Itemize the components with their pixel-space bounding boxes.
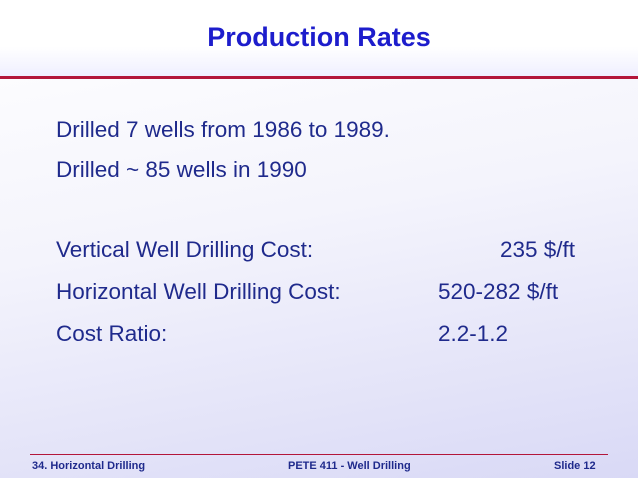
cost-ratio-label: Cost Ratio: <box>56 321 168 346</box>
slide-title: Production Rates <box>207 22 431 52</box>
title-band <box>0 0 638 78</box>
footer-divider <box>30 454 608 455</box>
body-line-wells-1986-1989: Drilled 7 wells from 1986 to 1989. <box>56 117 390 142</box>
footer-course-name: PETE 411 - Well Drilling <box>288 460 411 472</box>
horizontal-cost-value: 520-282 $/ft <box>438 279 559 304</box>
footer-course-topic: 34. Horizontal Drilling <box>32 460 146 472</box>
vertical-cost-value: 235 $/ft <box>500 237 576 262</box>
footer-slide-number: Slide 12 <box>554 460 596 472</box>
title-divider <box>0 76 638 79</box>
horizontal-cost-label: Horizontal Well Drilling Cost: <box>56 279 341 304</box>
cost-ratio-value: 2.2-1.2 <box>438 321 509 346</box>
vertical-cost-label: Vertical Well Drilling Cost: <box>56 237 314 262</box>
body-line-wells-1990: Drilled ~ 85 wells in 1990 <box>56 157 307 182</box>
